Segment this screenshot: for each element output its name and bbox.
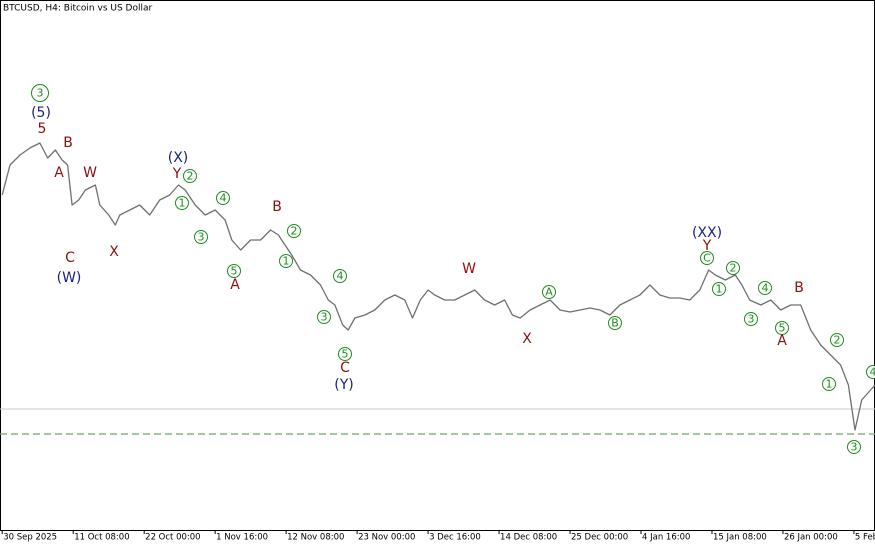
x-tick-label: 26 Jan 00:00 [784,533,838,543]
x-tick-label: 5 Feb [855,533,875,543]
wave-circle [608,316,622,330]
x-tick-label: 23 Nov 00:00 [358,533,415,543]
wave-label: (Y) [334,377,353,393]
wave-label: 4 [870,366,875,379]
wave-label: 2 [187,170,194,183]
wave-label: X [109,244,119,260]
wave-label: 2 [291,225,298,238]
wave-circle [287,224,301,238]
wave-circle [183,169,197,183]
wave-label: B [63,135,73,151]
x-tick-label: 22 Oct 00:00 [145,533,200,543]
price-line [1,142,875,431]
wave-label: 3 [37,87,44,100]
wave-label: B [794,280,804,296]
plot-frame [0,0,875,531]
wave-label: C [65,250,75,266]
wave-label: (XX) [692,225,722,241]
wave-label: W [83,165,97,181]
wave-label: 3 [321,311,328,324]
wave-label: A [230,277,240,293]
wave-circle [700,251,714,265]
wave-circle [744,312,758,326]
chart-title: BTCUSD, H4: Bitcoin vs US Dollar [3,4,152,14]
wave-circle [847,440,861,454]
wave-label: C [340,360,350,376]
wave-label: 2 [730,262,737,275]
wave-circle [216,191,230,205]
wave-label: Y [702,238,712,254]
wave-circle [317,310,331,324]
wave-circle [194,230,208,244]
wave-label: 4 [337,270,344,283]
wave-circle [333,269,347,283]
wave-circle [758,281,772,295]
wave-label: 3 [748,313,755,326]
wave-label: 4 [220,192,227,205]
wave-label: 5 [38,121,47,137]
wave-label: 1 [716,283,723,296]
x-tick-label: 11 Oct 08:00 [74,533,129,543]
wave-label: A [777,333,787,349]
wave-label: (W) [57,270,82,286]
wave-label: 1 [179,197,186,210]
wave-circle [338,347,352,361]
x-tick-label: 14 Dec 08:00 [500,533,557,543]
x-tick-label: 1 Nov 16:00 [216,533,268,543]
x-tick-label: 3 Dec 16:00 [429,533,481,543]
wave-label: A [54,165,64,181]
wave-circle [227,264,241,278]
wave-label: C [703,252,711,265]
wave-circle [866,365,875,379]
wave-label: 1 [283,255,290,268]
wave-circle [775,321,789,335]
wave-circle [31,84,49,102]
wave-label: (5) [31,105,51,121]
wave-circle [279,254,293,268]
wave-label: 4 [762,282,769,295]
wave-circle [542,285,556,299]
wave-label: 5 [231,265,238,278]
wave-circle [175,196,189,210]
wave-circle [830,333,844,347]
wave-label: B [611,317,619,330]
x-tick-label: 30 Sep 2025 [3,533,57,543]
wave-label: B [272,199,282,215]
wave-label: 3 [851,441,858,454]
x-tick-label: 25 Dec 00:00 [571,533,628,543]
x-tick-label: 12 Nov 08:00 [287,533,344,543]
wave-label: 2 [834,334,841,347]
wave-label: X [522,331,532,347]
wave-label: 5 [779,322,786,335]
wave-label: Y [172,166,182,182]
wave-circle [726,261,740,275]
wave-circle [712,282,726,296]
x-tick-label: 15 Jan 08:00 [713,533,767,543]
wave-label: W [462,261,476,277]
x-tick-label: 4 Jan 16:00 [642,533,690,543]
wave-label: (X) [168,150,189,166]
wave-circle [822,377,836,391]
wave-label: A [545,286,553,299]
wave-label: 3 [198,231,205,244]
wave-label: 1 [826,378,833,391]
wave-label: 5 [342,348,349,361]
